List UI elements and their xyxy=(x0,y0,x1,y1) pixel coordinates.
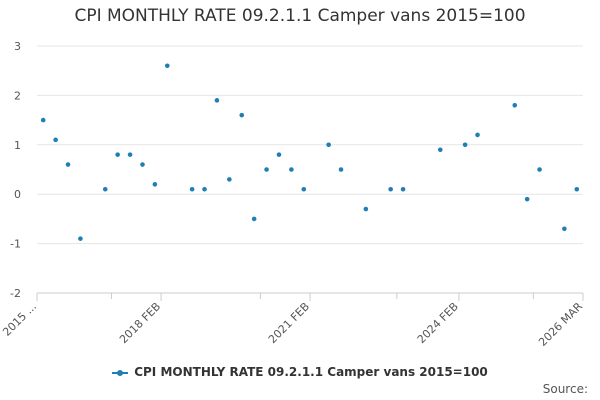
data-point[interactable] xyxy=(65,162,71,167)
data-point[interactable] xyxy=(127,152,133,157)
data-point[interactable] xyxy=(40,117,46,123)
data-point[interactable] xyxy=(462,142,468,148)
data-point[interactable] xyxy=(326,142,331,148)
x-axis: 2015 ... 2018 FEB 2021 FEB 2024 FEB 2026 MAR xyxy=(0,292,585,349)
data-point[interactable] xyxy=(239,112,245,118)
data-point[interactable] xyxy=(227,177,232,182)
data-point[interactable] xyxy=(189,186,195,192)
data-point[interactable] xyxy=(152,182,158,187)
data-point[interactable] xyxy=(301,186,307,192)
data-point[interactable] xyxy=(400,186,406,192)
x-tick-label: 2018 FEB xyxy=(117,300,163,346)
y-tick-label: 3 xyxy=(14,40,21,53)
data-point[interactable] xyxy=(512,102,518,108)
y-tick-label: -1 xyxy=(10,238,21,251)
data-point[interactable] xyxy=(475,132,480,138)
data-point[interactable] xyxy=(524,196,530,202)
legend[interactable]: CPI MONTHLY RATE 09.2.1.1 Camper vans 20… xyxy=(0,365,600,379)
data-point[interactable] xyxy=(214,98,220,103)
data-point[interactable] xyxy=(264,167,269,172)
legend-marker-icon xyxy=(112,369,129,376)
chart-title: CPI MONTHLY RATE 09.2.1.1 Camper vans 20… xyxy=(74,6,526,26)
y-tick-label: -2 xyxy=(10,287,21,300)
data-points xyxy=(40,63,580,241)
data-point[interactable] xyxy=(78,236,83,241)
data-point[interactable] xyxy=(53,137,58,143)
data-point[interactable] xyxy=(164,63,170,69)
data-point[interactable] xyxy=(140,162,145,167)
data-point[interactable] xyxy=(102,186,108,192)
data-point[interactable] xyxy=(289,167,294,172)
data-point[interactable] xyxy=(574,186,580,192)
data-point[interactable] xyxy=(537,167,542,172)
y-tick-label: 0 xyxy=(14,188,21,201)
data-point[interactable] xyxy=(388,186,393,192)
y-tick-label: 2 xyxy=(14,89,21,102)
x-tick-label: 2026 MAR xyxy=(536,300,585,349)
x-tick-label: 2021 FEB xyxy=(266,300,312,346)
data-point[interactable] xyxy=(363,206,369,212)
data-point[interactable] xyxy=(276,152,282,157)
data-point[interactable] xyxy=(338,167,344,172)
legend-label: CPI MONTHLY RATE 09.2.1.1 Camper vans 20… xyxy=(134,365,488,379)
gridlines xyxy=(37,45,583,294)
data-point[interactable] xyxy=(251,216,257,222)
source-label: Source: xyxy=(542,382,588,396)
data-point[interactable] xyxy=(562,226,567,232)
y-axis: 3 2 1 0 -1 -2 xyxy=(10,40,21,300)
y-tick-label: 1 xyxy=(14,139,21,152)
data-point[interactable] xyxy=(437,147,443,153)
x-tick-label: 2024 FEB xyxy=(415,300,461,346)
data-point[interactable] xyxy=(202,186,207,192)
data-point[interactable] xyxy=(115,152,120,157)
x-tick-label: 2015 ... xyxy=(0,300,39,339)
